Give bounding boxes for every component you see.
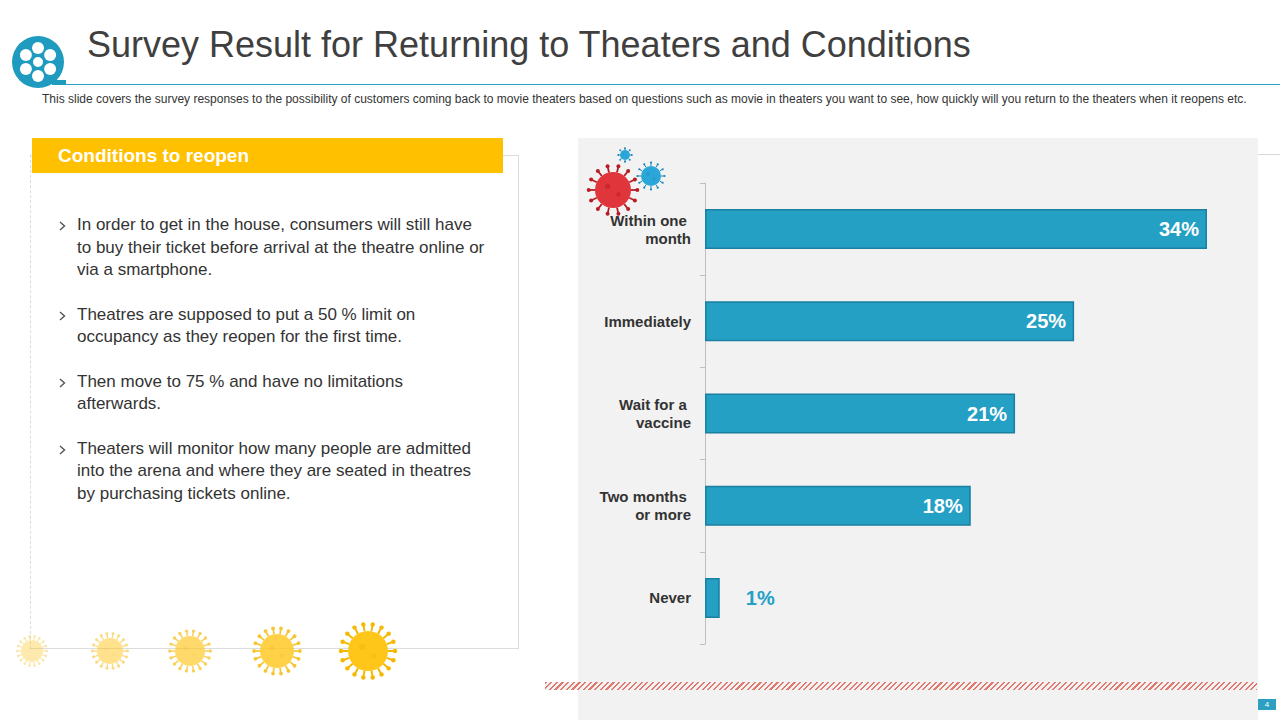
html-text:Theatres are supposed to put a: Theatres are supposed to put a 50 % limi…: [77, 304, 416, 346]
svg-text:1%: 1%: [746, 587, 775, 609]
svg-text:Immediately: Immediately: [604, 313, 691, 330]
html-text:Conditions to reopen: Conditions to reopen: [58, 145, 249, 166]
svg-text:Within one: Within one: [610, 212, 691, 229]
svg-text:or more: or more: [635, 506, 691, 523]
svg-text:34%: 34%: [1159, 218, 1199, 240]
svg-text:vaccine: vaccine: [636, 414, 691, 431]
html-text:This slide covers the survey r: This slide covers the survey responses t…: [42, 92, 1247, 106]
svg-text:Never: Never: [649, 589, 691, 606]
html-text:Theaters will monitor how many: Theaters will monitor how many people ar…: [77, 438, 472, 503]
html-text:Survey Result for Returning to: Survey Result for Returning to Theaters …: [87, 24, 971, 65]
html-text:Then move to 75 % and have no: Then move to 75 % and have no limitation…: [77, 371, 403, 413]
svg-text:Two months: Two months: [600, 488, 691, 505]
svg-text:month: month: [645, 230, 691, 247]
svg-text:21%: 21%: [967, 403, 1007, 425]
svg-text:Wait for a: Wait for a: [619, 396, 691, 413]
html-text:4: 4: [1264, 700, 1270, 709]
svg-text:25%: 25%: [1026, 310, 1066, 332]
svg-text:18%: 18%: [923, 495, 963, 517]
html-text:In order to get in the house,: In order to get in the house, consumers …: [77, 215, 485, 279]
